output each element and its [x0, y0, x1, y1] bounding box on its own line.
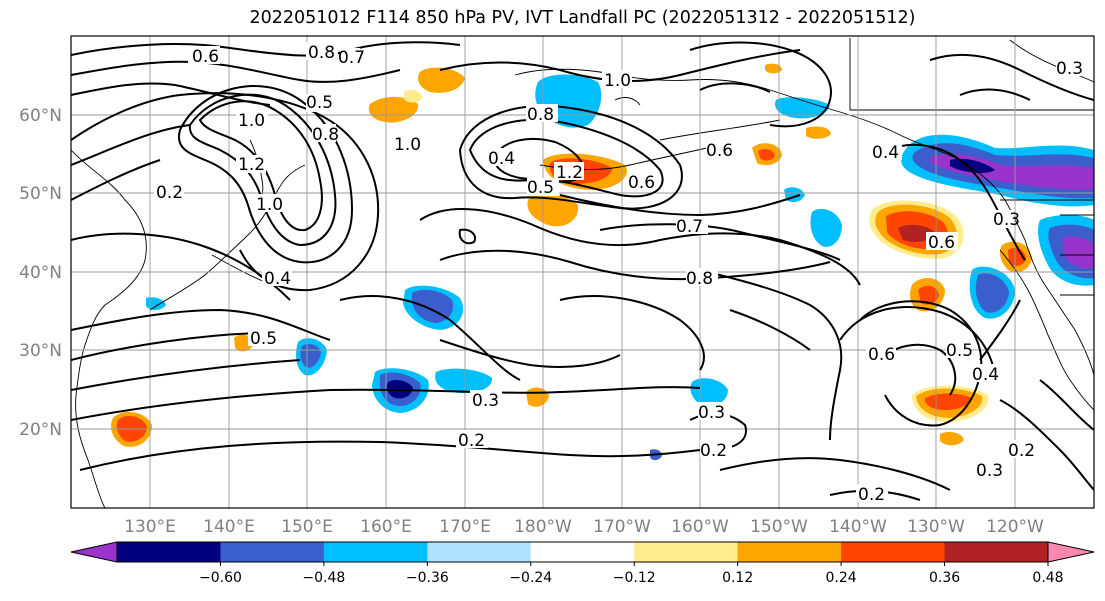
colorbar-box [530, 542, 635, 562]
colorbar-tick-label: −0.36 [406, 570, 449, 586]
contour-label: 0.3 [976, 461, 1003, 481]
colorbar-extend-high [1048, 542, 1094, 562]
contour-label: 0.2 [1008, 441, 1035, 461]
colorbar-tick-label: −0.60 [199, 570, 242, 586]
lat-label-40n: 40°N [19, 263, 62, 283]
colorbar-tick-label: −0.48 [302, 570, 345, 586]
lat-label-60n: 60°N [19, 106, 62, 126]
lon-label: 140°W [829, 517, 887, 537]
contour-label: 0.8 [686, 269, 713, 289]
contour-label: 0.2 [458, 431, 485, 451]
shading-purple-east [1037, 215, 1094, 286]
contour-label: 1.2 [556, 163, 583, 183]
colorbar-tick-label: 0.24 [826, 570, 857, 586]
contour-label: 0.5 [250, 329, 277, 349]
shading-orange-misc [752, 63, 1032, 446]
colorbar-box [220, 542, 325, 562]
contour-labels: 0.6 0.8 0.7 0.5 1.0 1.0 0.8 1.0 1.2 1.0 … [154, 42, 1086, 505]
contour-label: 0.4 [972, 365, 999, 385]
contour-label: 0.2 [156, 183, 183, 203]
colorbar-box [634, 542, 739, 562]
coastlines [71, 38, 1094, 508]
colorbar-box [944, 542, 1049, 562]
lon-label: 170°E [439, 517, 491, 537]
contour-label: 0.7 [338, 48, 365, 68]
colorbar-tick-label: 0.12 [722, 570, 753, 586]
lon-label: 150°W [750, 517, 808, 537]
contour-label: 1.2 [238, 155, 265, 175]
lat-label-20n: 20°N [19, 420, 62, 440]
lat-label-30n: 30°N [19, 341, 62, 361]
contour-label: 0.2 [700, 441, 727, 461]
colorbar-box [841, 542, 946, 562]
colorbar-box [117, 542, 221, 562]
contour-label: 0.3 [698, 403, 725, 423]
lon-label: 160°E [360, 517, 412, 537]
lon-label: 130°W [907, 517, 965, 537]
contour-label: 1.0 [394, 135, 421, 155]
plot-frame [70, 35, 1095, 509]
contour-label: 0.3 [1056, 59, 1083, 79]
contour-label: 0.4 [488, 149, 515, 169]
contour-label: 0.6 [628, 173, 655, 193]
contour-label: 0.8 [308, 43, 335, 63]
pv-contours [71, 41, 1094, 501]
contour-label: 1.0 [256, 195, 283, 215]
contour-label: 0.2 [858, 485, 885, 505]
contour-label: 0.5 [946, 341, 973, 361]
colorbar-tick-label: 0.36 [929, 570, 960, 586]
contour-label: 0.3 [472, 391, 499, 411]
contour-label: 0.8 [527, 105, 554, 125]
lon-label: 170°W [593, 517, 651, 537]
contour-label: 0.6 [192, 47, 219, 67]
contour-label: 0.5 [306, 93, 333, 113]
lon-label: 150°E [281, 517, 333, 537]
lon-labels: 130°E 140°E 150°E 160°E 170°E 180°W 170°… [124, 517, 1044, 537]
lat-labels: 60°N 50°N 40°N 30°N 20°N [19, 106, 62, 440]
colorbar-boxes [117, 542, 1049, 562]
contour-label: 1.0 [238, 111, 265, 131]
graticule [71, 36, 1094, 508]
colorbar-box [427, 542, 532, 562]
colorbar-box [323, 542, 428, 562]
shading-red-southeast [912, 385, 989, 423]
contour-label: 0.8 [312, 125, 339, 145]
contour-label: 0.6 [706, 141, 733, 161]
map-title: 2022051012 F114 850 hPa PV, IVT Landfall… [249, 8, 916, 28]
colorbar: −0.60 −0.48 −0.36 −0.24 −0.12 0.12 0.24 0.36 0.4… [70, 541, 1095, 586]
contour-label: 0.3 [993, 210, 1020, 230]
colorbar-tick-label: −0.24 [509, 570, 552, 586]
contour-label: 0.6 [928, 233, 955, 253]
contour-label: 0.4 [264, 269, 291, 289]
lon-label: 120°W [986, 517, 1044, 537]
colorbar-tick-label: −0.12 [613, 570, 656, 586]
contour-label: 0.5 [527, 178, 554, 198]
contour-label: 0.4 [872, 143, 899, 163]
colorbar-ticks: −0.60 −0.48 −0.36 −0.24 −0.12 0.12 0.24 0.36 0.4… [199, 562, 1064, 586]
contour-label: 0.6 [868, 345, 895, 365]
colorbar-extend-low [71, 542, 117, 562]
contour-label: 1.0 [604, 71, 631, 91]
colorbar-tick-label: 0.48 [1032, 570, 1063, 586]
contour-label: 0.7 [676, 217, 703, 237]
lat-label-50n: 50°N [19, 184, 62, 204]
colorbar-box [737, 542, 842, 562]
lon-label: 140°E [203, 517, 255, 537]
lon-label: 130°E [124, 517, 176, 537]
shading-orange-central [234, 67, 627, 407]
lon-label: 160°W [671, 517, 729, 537]
lon-label: 180°W [514, 517, 572, 537]
